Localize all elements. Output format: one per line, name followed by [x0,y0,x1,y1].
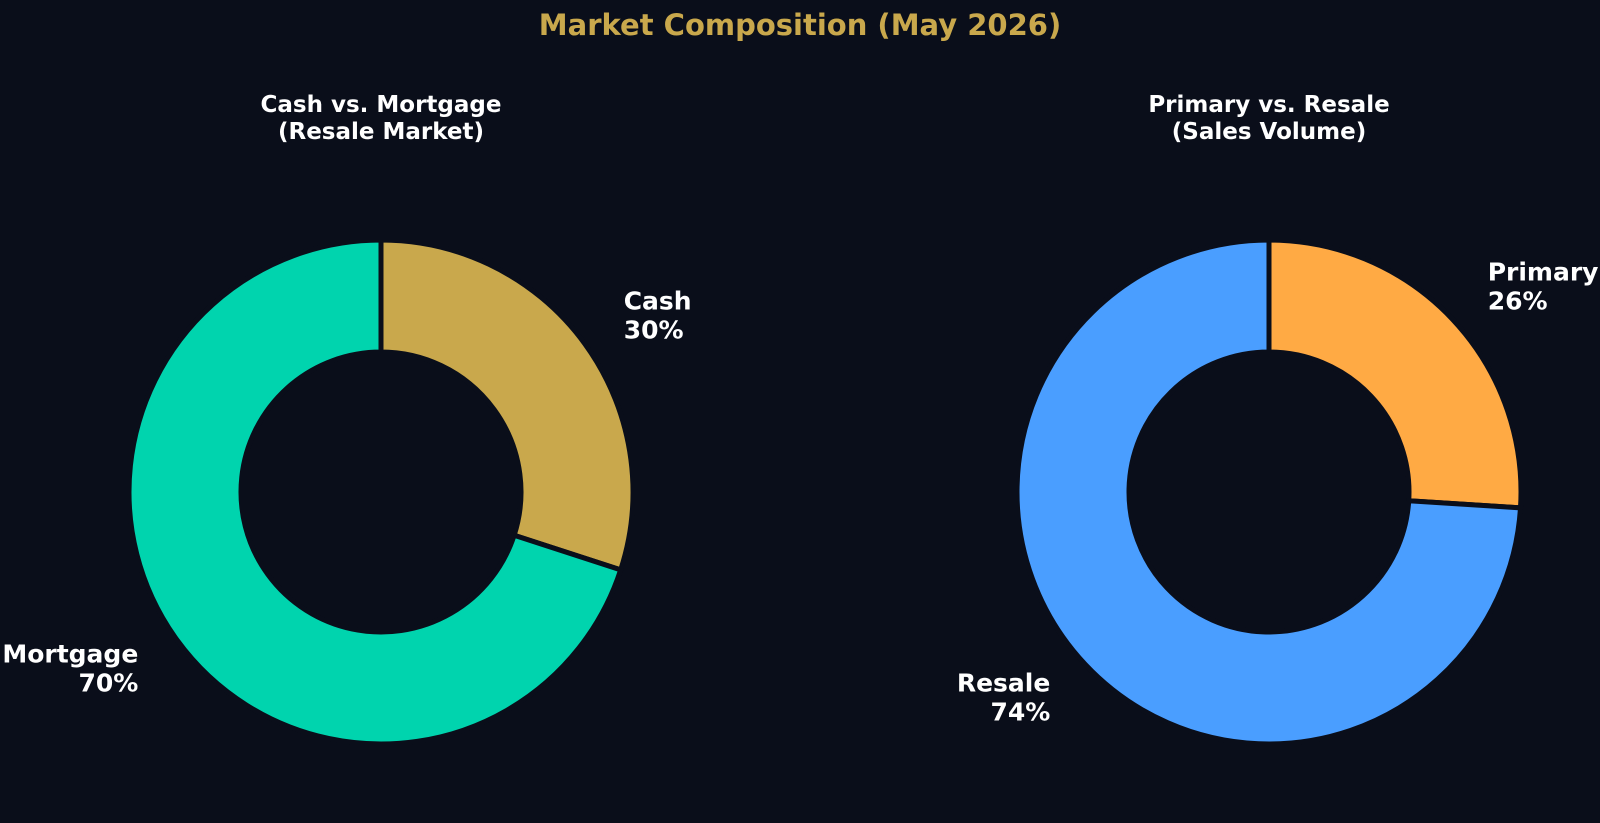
donut-chart-cash-vs-mortgage: Cash vs. Mortgage (Resale Market) Cash 30% M… [2,92,692,747]
slice-label-cash: Cash 30% [624,287,692,345]
subplot-title: Primary vs. Resale (Sales Volume) [1148,92,1389,145]
donut-slice-primary [1266,237,1524,511]
slice-label-resale: Resale 74% [957,668,1050,726]
slice-label-primary: Primary 26% [1488,258,1599,316]
figure-title: Market Composition (May 2026) [538,8,1062,42]
donut-slice-resale [1014,237,1524,747]
donut-slice-cash [378,237,636,574]
subplot-title: Cash vs. Mortgage (Resale Market) [261,92,502,145]
donut-chart-primary-vs-resale: Primary vs. Resale (Sales Volume) Primary 2… [957,92,1599,747]
slice-label-mortgage: Mortgage 70% [2,639,138,697]
donut-slice-mortgage [126,237,624,747]
